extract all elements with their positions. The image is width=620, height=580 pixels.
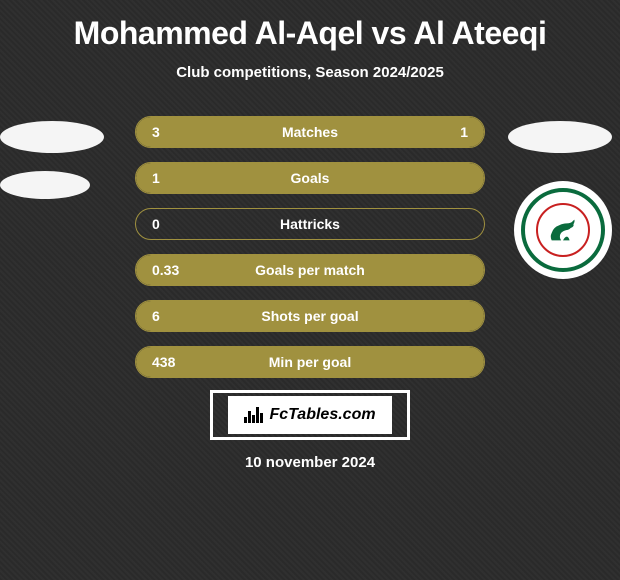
- stat-bar: 3Matches1: [135, 116, 485, 148]
- horse-icon: [544, 214, 582, 246]
- ettifaq-logo: [514, 181, 612, 279]
- stat-bar: 0.33Goals per match: [135, 254, 485, 286]
- right-player-col: [500, 116, 620, 279]
- stat-label: Goals: [136, 170, 484, 186]
- badge-inner: FcTables.com: [228, 396, 391, 434]
- stat-bar: 0Hattricks: [135, 208, 485, 240]
- right-shape-1: [508, 121, 612, 153]
- left-shape-2: [0, 171, 90, 199]
- stat-bar: 6Shots per goal: [135, 300, 485, 332]
- stat-label: Matches: [136, 124, 484, 140]
- stat-bar: 1Goals: [135, 162, 485, 194]
- stat-bars: 3Matches11Goals0Hattricks0.33Goals per m…: [120, 116, 500, 378]
- stat-bar: 438Min per goal: [135, 346, 485, 378]
- left-player-col: [0, 116, 120, 199]
- ettifaq-ring: [521, 188, 605, 272]
- stat-label: Goals per match: [136, 262, 484, 278]
- badge-outer: FcTables.com: [210, 390, 410, 440]
- stat-right-value: 1: [460, 124, 468, 140]
- brand-badge: FcTables.com: [210, 390, 410, 440]
- stat-label: Hattricks: [136, 216, 484, 232]
- ettifaq-center: [536, 203, 590, 257]
- footer: FcTables.com 10 november 2024: [0, 390, 620, 471]
- brand-text: FcTables.com: [269, 406, 375, 424]
- left-shape-1: [0, 121, 104, 153]
- subtitle: Club competitions, Season 2024/2025: [0, 64, 620, 81]
- infographic-container: Mohammed Al-Aqel vs Al Ateeqi Club compe…: [0, 0, 620, 486]
- page-title: Mohammed Al-Aqel vs Al Ateeqi: [0, 15, 620, 52]
- chart-icon: [244, 407, 263, 423]
- stat-label: Shots per goal: [136, 308, 484, 324]
- stat-label: Min per goal: [136, 354, 484, 370]
- date-text: 10 november 2024: [245, 454, 375, 471]
- comparison-area: 3Matches11Goals0Hattricks0.33Goals per m…: [0, 116, 620, 378]
